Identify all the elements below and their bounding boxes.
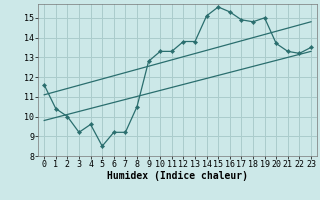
X-axis label: Humidex (Indice chaleur): Humidex (Indice chaleur): [107, 171, 248, 181]
